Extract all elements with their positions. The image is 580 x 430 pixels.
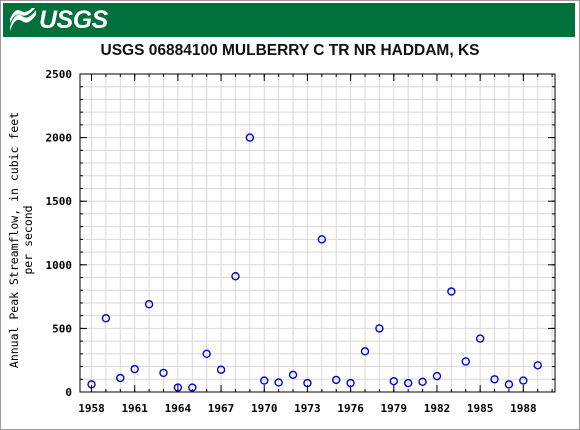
data-point — [475, 334, 485, 343]
data-point — [303, 378, 312, 388]
data-point — [101, 314, 111, 323]
data-point — [274, 378, 283, 387]
x-tick-label: 1988 — [510, 402, 537, 415]
data-point — [418, 377, 427, 387]
data-point — [159, 368, 168, 378]
data-point — [173, 383, 183, 392]
y-tick-label: 2000 — [46, 132, 73, 145]
x-tick-label: 1982 — [424, 402, 451, 415]
data-point — [116, 373, 125, 383]
data-point — [130, 364, 139, 374]
data-point — [533, 361, 542, 370]
data-point — [188, 383, 197, 392]
y-tick-label: 1500 — [46, 195, 73, 208]
x-tick-label: 1985 — [467, 402, 494, 415]
x-tick-label: 1976 — [337, 402, 364, 415]
chart-title: USGS 06884100 MULBERRY C TR NR HADDAM, K… — [100, 42, 480, 59]
data-point — [375, 324, 384, 333]
data-point — [490, 375, 499, 384]
y-tick-label: 500 — [52, 322, 72, 335]
y-axis-label-line-2: per second — [21, 205, 35, 274]
data-point — [461, 357, 470, 366]
y-tick-label: 0 — [65, 386, 72, 399]
usgs-banner: USGS — [3, 3, 575, 37]
y-axis-label-line-1: Annual Peak Streamflow, in cubic feet — [7, 112, 21, 368]
data-points — [87, 133, 542, 392]
y-tick-label: 1000 — [46, 259, 73, 272]
x-tick-label: 1961 — [121, 402, 148, 415]
data-point — [519, 376, 528, 385]
y-tick-label: 2500 — [46, 68, 73, 81]
data-point — [360, 347, 370, 356]
usgs-logo-text: USGS — [39, 5, 108, 34]
data-point — [87, 380, 96, 389]
data-point — [346, 378, 355, 388]
data-point — [332, 375, 341, 385]
data-point — [288, 370, 298, 380]
x-tick-label: 1958 — [78, 402, 105, 415]
usgs-wave-logo-icon — [10, 8, 36, 31]
plot-area-border — [79, 73, 556, 393]
data-point — [403, 378, 413, 388]
x-tick-label: 1979 — [381, 402, 408, 415]
data-point — [202, 349, 211, 359]
x-tick-label: 1970 — [251, 402, 278, 415]
data-point — [245, 133, 255, 142]
data-point — [504, 380, 514, 389]
data-point — [317, 235, 327, 244]
x-tick-label: 1964 — [165, 402, 192, 415]
data-point — [216, 365, 226, 374]
x-tick-label: 1967 — [208, 402, 235, 415]
x-tick-label: 1973 — [294, 402, 321, 415]
data-point — [231, 272, 240, 281]
data-point — [144, 300, 154, 309]
usgs-logo[interactable]: USGS — [9, 5, 108, 34]
data-point — [432, 371, 442, 381]
data-point — [389, 376, 398, 386]
grid-lines — [80, 73, 555, 393]
axis-ticks: 1958 1961 1964 1967 1970 1973 1976 1979 1982 1985… — [46, 68, 555, 415]
data-point — [260, 376, 269, 385]
data-point — [447, 287, 456, 296]
